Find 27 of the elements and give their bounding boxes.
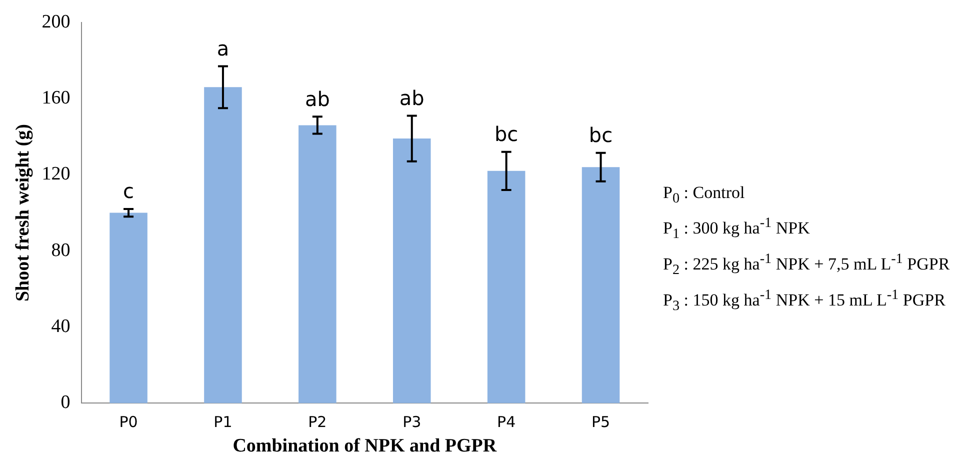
annotation: ab [399,86,424,110]
annotation: bc [494,122,518,146]
y-tick-label: 80 [51,240,70,261]
bar [204,87,242,404]
annotation: c [123,179,134,204]
x-axis-title: Combination of NPK and PGPR [232,436,497,457]
x-tick-label: P2 [308,413,327,432]
x-tick-label: P0 [119,413,138,432]
y-tick-label: 120 [42,164,70,185]
y-tick-label: 0 [60,392,70,414]
annotation: ab [304,86,330,111]
y-tick-label: 200 [42,11,70,32]
x-tick-label: P1 [214,413,232,432]
annotation: a [216,36,230,60]
annotation: bc [588,123,613,148]
x-tick-label: P5 [591,413,610,432]
y-tick-label: 40 [51,316,70,338]
treatment-key: P$_{0}$ : Control P$_{1}$ : 300 kg ha$^{-1}$ NPK P$_{2}$ : 225 kg ha$^{-1}$ NPK + 7,5 mL L$^{-1}$ PGPR P$_{3}$ : 150 kg ha$^{-1}$ NPK + 15 mL L$^{-1}$ PGPR [663,180,963,320]
x-tick-label: P3 [402,413,422,432]
x-tick-label: P4 [497,413,516,432]
bar [487,170,526,404]
y-axis-title: Shoot fresh weight (g) [12,124,34,302]
bar [298,125,336,404]
bar [110,212,148,404]
y-tick-label: 160 [42,88,70,109]
bar [392,138,431,404]
bar [582,167,620,404]
